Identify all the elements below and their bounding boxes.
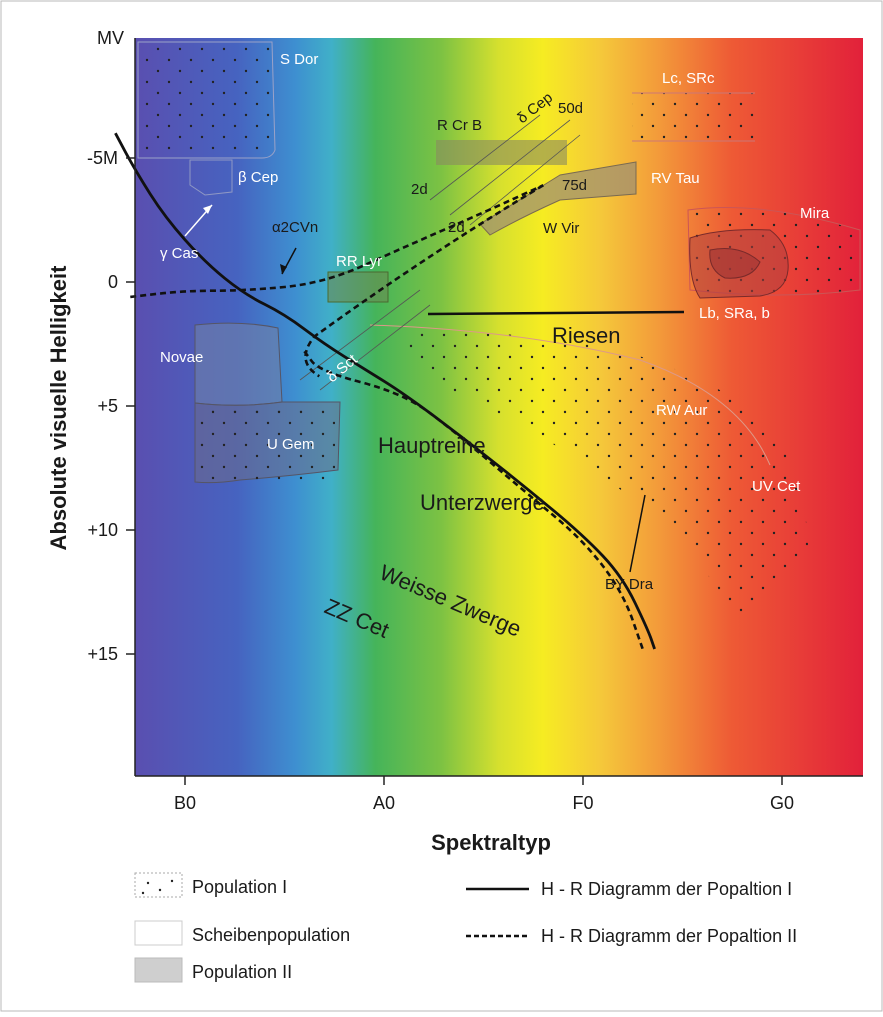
annotation-label: β Cep — [238, 169, 278, 186]
annotation-label: BY Dra — [605, 576, 654, 593]
y-tick-label: +15 — [87, 644, 118, 664]
annotation-label: Riesen — [552, 323, 620, 348]
region-rr-lyr — [328, 272, 388, 302]
annotation-label: U Gem — [267, 436, 315, 453]
annotation-label: 50d — [558, 100, 583, 117]
legend-swatch-scheibenpopulation — [135, 921, 182, 945]
annotation-label: 2d — [448, 219, 465, 236]
annotation-label: Lc, SRc — [662, 70, 715, 87]
x-tick-label: G0 — [770, 793, 794, 813]
annotation-label: Unterzwerge — [420, 490, 545, 515]
y-tick-label: -5M — [87, 148, 118, 168]
region-lc-src — [632, 93, 755, 141]
annotation-label: RW Aur — [656, 402, 707, 419]
legend-label: H - R Diagramm der Popaltion I — [541, 879, 792, 899]
region-novae — [195, 323, 282, 405]
annotation-label: 2d — [411, 181, 428, 198]
y-tick-label: +5 — [97, 396, 118, 416]
y-tick-label: 0 — [108, 272, 118, 292]
annotation-label: R Cr B — [437, 117, 482, 134]
annotation-label: γ Cas — [160, 245, 198, 262]
annotation-label: 75d — [562, 177, 587, 194]
annotation-label: Hauptreihe — [378, 433, 486, 458]
x-axis-title: Spektraltyp — [431, 830, 551, 855]
x-tick-label: A0 — [373, 793, 395, 813]
y-tick-label: +10 — [87, 520, 118, 540]
x-tick-label: B0 — [174, 793, 196, 813]
annotation-label: Lb, SRa, b — [699, 305, 770, 322]
annotation-label: Mira — [800, 205, 830, 222]
annotation-label: RV Tau — [651, 170, 700, 187]
annotation-label: S Dor — [280, 51, 318, 68]
x-tick-label: F0 — [572, 793, 593, 813]
annotation-label: W Vir — [543, 220, 579, 237]
legend-label: H - R Diagramm der Popaltion II — [541, 926, 797, 946]
legend-label: Population I — [192, 877, 287, 897]
legend-label: Scheibenpopulation — [192, 925, 350, 945]
annotation-label: UV Cet — [752, 478, 801, 495]
y-axis-top-label: MV — [97, 28, 124, 48]
annotation-label: RR Lyr — [336, 253, 382, 270]
annotation-label: α2CVn — [272, 219, 318, 236]
region-s-dor — [138, 42, 275, 158]
legend-label: Population II — [192, 962, 292, 982]
y-axis-title: Absolute visuelle Helligkeit — [46, 265, 71, 551]
annotation-label: Novae — [160, 349, 203, 366]
legend-swatch-population-ii — [135, 958, 182, 982]
